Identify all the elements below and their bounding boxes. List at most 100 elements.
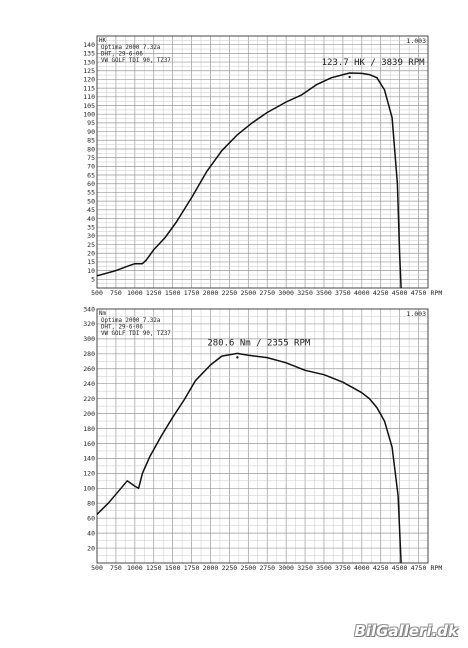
chart1-y-tick-label: 35: [87, 223, 95, 231]
chart1-x-tick-label: 3250: [297, 289, 313, 297]
chart1-y-tick-label: 140: [83, 41, 95, 49]
chart1-y-tick-label: 15: [87, 258, 95, 266]
chart2-y-tick-label: 200: [83, 410, 95, 418]
chart2-y-tick-label: 120: [83, 470, 95, 478]
chart1-y-tick-label: 105: [83, 102, 95, 110]
chart1-x-unit-label: RPM: [431, 289, 443, 297]
chart1-y-tick-label: 5: [91, 276, 95, 284]
chart1-x-tick-label: 3000: [278, 289, 294, 297]
chart2-y-tick-label: 40: [87, 529, 95, 537]
chart2-x-tick-label: 3750: [335, 564, 351, 572]
chart2-x-tick-label: 750: [110, 564, 122, 572]
chart1-y-tick-label: 130: [83, 58, 95, 66]
chart2-x-tick-label: 3250: [297, 564, 313, 572]
chart1-y-tick-label: 25: [87, 241, 95, 249]
chart2-x-unit-label: RPM: [431, 564, 443, 572]
chart1-x-tick-label: 1500: [165, 289, 181, 297]
chart1-y-tick-label: 70: [87, 163, 95, 171]
chart1-peak-marker: [348, 75, 351, 79]
chart1-y-tick-label: 45: [87, 206, 95, 214]
chart2-x-tick-label: 2250: [222, 564, 238, 572]
chart2-x-tick-label: 4000: [354, 564, 370, 572]
chart2-y-tick-label: 60: [87, 514, 95, 522]
chart1-y-tick-label: 135: [83, 50, 95, 58]
chart1-x-tick-label: 2500: [240, 289, 256, 297]
chart2-y-tick-label: 240: [83, 380, 95, 388]
watermark: BilGalleri.dk: [354, 622, 458, 640]
chart2-y-tick-label: 180: [83, 425, 95, 433]
chart1-x-tick-label: 2000: [203, 289, 219, 297]
chart1-x-tick-label: 1750: [184, 289, 200, 297]
chart2-y-tick-label: 220: [83, 395, 95, 403]
chart1-series-line: [96, 72, 402, 289]
chart2-header-line: Optima 2000 7.32a: [101, 318, 160, 324]
chart2-x-tick-label: 1250: [146, 564, 162, 572]
chart2-y-tick-label: 300: [83, 335, 95, 343]
chart2-peak-marker: [236, 356, 239, 359]
chart1-x-tick-label: 4500: [392, 289, 408, 297]
chart1-y-tick-label: 10: [87, 267, 95, 275]
chart2-series-line: [96, 352, 402, 564]
chart2-corner-label: 1.003: [406, 310, 426, 318]
chart1-y-tick-label: 20: [87, 250, 95, 258]
chart2-x-tick-label: 500: [91, 564, 103, 572]
chart2-x-tick-label: 2000: [203, 564, 219, 572]
chart2-y-tick-label: 140: [83, 455, 95, 463]
chart2-x-tick-label: 1000: [127, 564, 143, 572]
chart2-y-tick-label: 100: [83, 485, 95, 493]
chart1-x-tick-label: 750: [110, 289, 122, 297]
chart1-y-tick-label: 40: [87, 215, 95, 223]
chart1-y-tick-label: 90: [87, 128, 95, 136]
chart1-y-tick-label: 50: [87, 197, 95, 205]
chart2-x-tick-label: 1500: [165, 564, 181, 572]
chart2-x-tick-label: 3000: [278, 564, 294, 572]
chart2-header-line: VW GOLF TDI 90, TZ37: [101, 331, 171, 337]
chart2-x-tick-label: 4750: [411, 564, 427, 572]
chart1-peak-label: 123.7 HK / 3839 RPM: [322, 58, 426, 68]
chart1-x-tick-label: 500: [91, 289, 103, 297]
chart2-peak-label: 280.6 Nm / 2355 RPM: [207, 338, 311, 348]
chart1-x-tick-label: 4000: [354, 289, 370, 297]
chart1-y-tick-label: 125: [83, 67, 95, 75]
chart1-y-tick-label: 115: [83, 84, 95, 92]
chart2-y-axis-label: Nm: [99, 311, 106, 317]
chart1-corner-label: 1.003: [406, 37, 426, 45]
chart1-y-tick-label: 100: [83, 111, 95, 119]
chart2-y-tick-label: 340: [83, 305, 95, 313]
chart1-y-tick-label: 30: [87, 232, 95, 240]
chart2-y-tick-label: 160: [83, 440, 95, 448]
chart1-x-tick-label: 4250: [373, 289, 389, 297]
chart2-header-line: DHT, 29-6-06: [101, 325, 143, 331]
chart1-y-tick-label: 80: [87, 145, 95, 153]
chart2-y-tick-label: 280: [83, 350, 95, 358]
chart1-header-line: VW GOLF TDI 90, TZ37: [101, 58, 171, 64]
chart1-y-tick-label: 120: [83, 76, 95, 84]
chart1-y-tick-label: 55: [87, 189, 95, 197]
chart2-x-tick-label: 4500: [392, 564, 408, 572]
chart1-y-tick-label: 75: [87, 154, 95, 162]
chart2-x-tick-label: 2750: [259, 564, 275, 572]
chart1-x-tick-label: 3750: [335, 289, 351, 297]
chart1-x-tick-label: 1000: [127, 289, 143, 297]
chart2-y-tick-label: 260: [83, 365, 95, 373]
chart1-header-line: DHT, 29-6-06: [101, 52, 143, 58]
chart1-y-axis-label: HK: [99, 38, 106, 44]
chart1-y-tick-label: 110: [83, 93, 95, 101]
chart1-x-tick-label: 2750: [259, 289, 275, 297]
chart2-x-tick-label: 2500: [240, 564, 256, 572]
chart1-x-tick-label: 3500: [316, 289, 332, 297]
chart2-x-tick-label: 4250: [373, 564, 389, 572]
chart1-x-tick-label: 4750: [411, 289, 427, 297]
chart1-x-tick-label: 2250: [222, 289, 238, 297]
chart2-y-tick-label: 20: [87, 544, 95, 552]
chart1-header-line: Optima 2000 7.32a: [101, 45, 160, 51]
chart2-y-tick-label: 80: [87, 500, 95, 508]
chart1-y-tick-label: 65: [87, 171, 95, 179]
chart1-y-tick-label: 60: [87, 180, 95, 188]
chart2-x-tick-label: 3500: [316, 564, 332, 572]
chart2-x-tick-label: 1750: [184, 564, 200, 572]
chart1-x-tick-label: 1250: [146, 289, 162, 297]
chart1-frame: [96, 35, 429, 289]
